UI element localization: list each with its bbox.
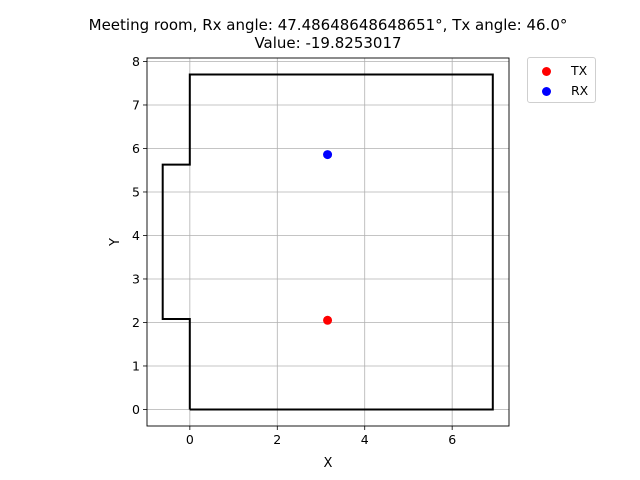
y-tick-label: 3	[132, 271, 140, 286]
x-tick-label: 4	[361, 432, 369, 447]
y-tick-label: 5	[132, 184, 140, 199]
room-outline	[161, 73, 494, 411]
legend-item-rx: RX	[528, 81, 597, 101]
x-tick-label: 2	[273, 432, 281, 447]
legend-marker-rx	[542, 87, 551, 96]
y-tick-label: 6	[132, 141, 140, 156]
x-tick-label: 6	[448, 432, 456, 447]
point-rx	[323, 150, 333, 160]
legend-marker-tx	[542, 67, 551, 76]
point-tx	[323, 315, 333, 325]
y-tick-label: 8	[132, 54, 140, 69]
x-axis-label: X	[324, 456, 333, 471]
y-axis-label: Y	[108, 238, 123, 247]
y-tick-label: 0	[132, 402, 140, 417]
legend: TX RX	[527, 57, 596, 103]
y-tick-label: 7	[132, 97, 140, 112]
y-tick-label: 1	[132, 358, 140, 373]
y-tick-label: 4	[132, 228, 140, 243]
legend-label-rx: RX	[571, 83, 589, 98]
chart-title: Meeting room, Rx angle: 47.4864864864865…	[88, 16, 568, 34]
legend-label-tx: TX	[571, 63, 588, 78]
chart-subtitle: Value: -19.8253017	[254, 34, 402, 52]
legend-item-tx: TX	[528, 61, 597, 81]
y-tick-label: 2	[132, 315, 140, 330]
axes-frame	[146, 57, 510, 427]
x-tick-label: 0	[186, 432, 194, 447]
